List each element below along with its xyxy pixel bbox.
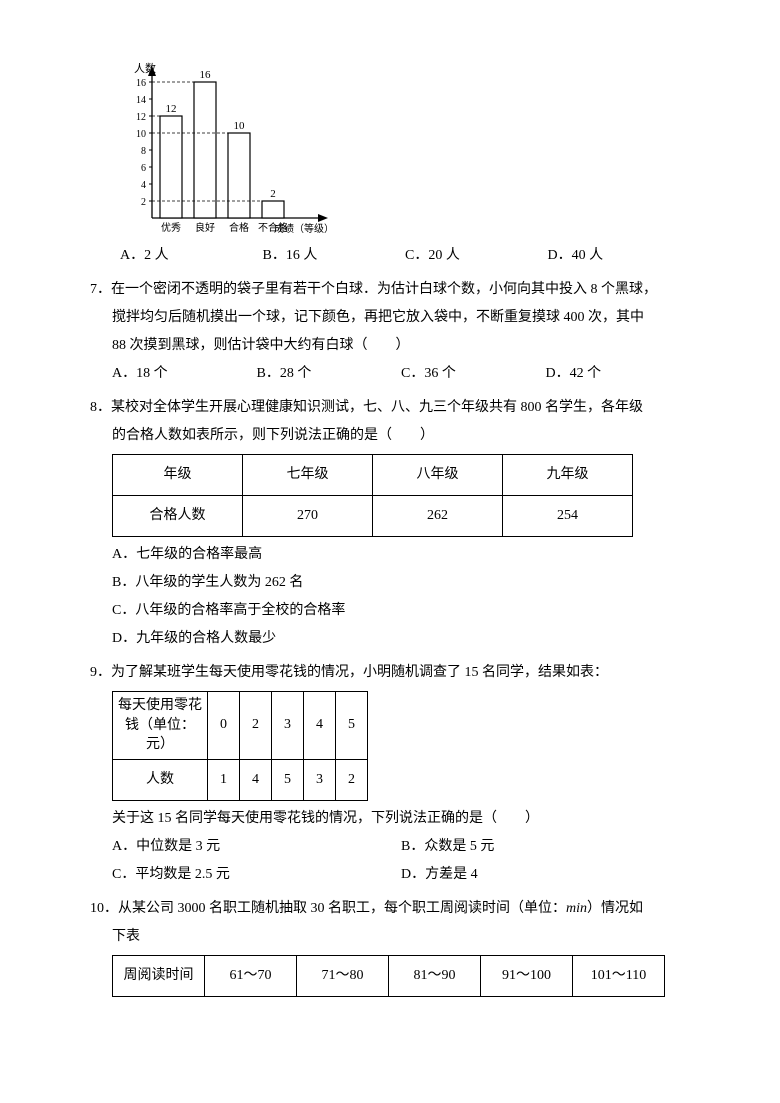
- q9-r2c2: 4: [240, 759, 272, 800]
- q9-opt-a: A．中位数是 3 元: [112, 833, 401, 861]
- q9-r1c0: 每天使用零花钱（单位：元）: [113, 692, 208, 760]
- q8-th-3: 九年级: [503, 455, 633, 496]
- q8-opt-a: A．七年级的合格率最高: [112, 541, 690, 569]
- q10-table: 周阅读时间 61～70 71～80 81～90 91～100 101～110: [112, 955, 665, 997]
- svg-text:2: 2: [141, 197, 146, 208]
- q9-row2: C．平均数是 2.5 元 D．方差是 4: [112, 861, 690, 889]
- q9-r1c2: 2: [240, 692, 272, 760]
- q7-opt-d: D．42 个: [546, 360, 691, 388]
- q10: 10．从某公司 3000 名职工随机抽取 30 名职工，每个职工周阅读时间（单位…: [90, 895, 690, 997]
- q9-r1c4: 4: [304, 692, 336, 760]
- svg-text:16: 16: [200, 69, 212, 81]
- q10-th-5: 101～110: [573, 955, 665, 996]
- q7-opt-b: B．28 个: [257, 360, 402, 388]
- q6-opt-c: C．20 人: [405, 242, 548, 270]
- svg-text:10: 10: [234, 120, 246, 132]
- q10-th-3: 81～90: [389, 955, 481, 996]
- q9-line2: 关于这 15 名同学每天使用零花钱的情况，下列说法正确的是（ ）: [112, 805, 690, 833]
- q8: 8．某校对全体学生开展心理健康知识测试，七、八、九三个年级共有 800 名学生，…: [90, 394, 690, 653]
- q6-opt-d: D．40 人: [548, 242, 691, 270]
- svg-text:2: 2: [270, 188, 276, 200]
- q6-opt-a: A．2 人: [120, 242, 263, 270]
- q10-th-2: 71～80: [297, 955, 389, 996]
- q7: 7．在一个密闭不透明的袋子里有若干个白球．为估计白球个数，小何向其中投入 8 个…: [90, 276, 690, 388]
- q9-r2c0: 人数: [113, 759, 208, 800]
- q9-r2c4: 3: [304, 759, 336, 800]
- svg-text:10: 10: [136, 129, 146, 140]
- q9-r2c1: 1: [208, 759, 240, 800]
- q7-choices: A．18 个 B．28 个 C．36 个 D．42 个: [112, 360, 690, 388]
- svg-text:12: 12: [136, 112, 146, 123]
- q8-th-0: 年级: [113, 455, 243, 496]
- q10-line1: 10．从某公司 3000 名职工随机抽取 30 名职工，每个职工周阅读时间（单位…: [112, 895, 690, 923]
- q8-td-0: 合格人数: [113, 496, 243, 537]
- svg-text:12: 12: [166, 103, 177, 115]
- q8-line1: 8．某校对全体学生开展心理健康知识测试，七、八、九三个年级共有 800 名学生，…: [112, 394, 690, 422]
- q8-th-1: 七年级: [243, 455, 373, 496]
- bar-chart-svg: 人数成绩（等级）2468101214161216102优秀良好合格不合格: [120, 60, 350, 235]
- svg-text:4: 4: [141, 180, 146, 191]
- q10-l1-post: ）情况如: [587, 901, 643, 916]
- q9-r1c3: 3: [272, 692, 304, 760]
- q9: 9．为了解某班学生每天使用零花钱的情况，小明随机调查了 15 名同学，结果如表：…: [90, 659, 690, 889]
- q8-th-2: 八年级: [373, 455, 503, 496]
- q9-line1: 9．为了解某班学生每天使用零花钱的情况，小明随机调查了 15 名同学，结果如表：: [112, 659, 690, 687]
- q10-th-1: 61～70: [205, 955, 297, 996]
- q10-line2: 下表: [112, 923, 690, 951]
- q6-bar-chart: 人数成绩（等级）2468101214161216102优秀良好合格不合格: [120, 60, 690, 246]
- q9-r1c1: 0: [208, 692, 240, 760]
- q6-choices: A．2 人 B．16 人 C．20 人 D．40 人: [120, 242, 690, 270]
- q9-r1c5: 5: [336, 692, 368, 760]
- q8-options: A．七年级的合格率最高 B．八年级的学生人数为 262 名 C．八年级的合格率高…: [90, 541, 690, 653]
- q7-line1: 7．在一个密闭不透明的袋子里有若干个白球．为估计白球个数，小何向其中投入 8 个…: [112, 276, 690, 304]
- q9-r2c5: 2: [336, 759, 368, 800]
- q8-line2: 的合格人数如表所示，则下列说法正确的是（ ）: [112, 422, 690, 450]
- q10-l1-pre: 10．从某公司 3000 名职工随机抽取 30 名职工，每个职工周阅读时间（单位…: [90, 901, 566, 916]
- svg-text:优秀: 优秀: [161, 221, 181, 234]
- svg-text:16: 16: [136, 78, 146, 89]
- q9-r2c3: 5: [272, 759, 304, 800]
- q10-th-4: 91～100: [481, 955, 573, 996]
- q9-row1: A．中位数是 3 元 B．众数是 5 元: [112, 833, 690, 861]
- q8-table: 年级 七年级 八年级 九年级 合格人数 270 262 254: [112, 454, 633, 537]
- svg-text:6: 6: [141, 163, 146, 174]
- svg-text:不合格: 不合格: [258, 221, 288, 234]
- q8-opt-b: B．八年级的学生人数为 262 名: [112, 569, 690, 597]
- svg-text:良好: 良好: [195, 221, 215, 234]
- q10-th-0: 周阅读时间: [113, 955, 205, 996]
- q7-line3: 88 次摸到黑球，则估计袋中大约有白球（ ）: [112, 332, 690, 360]
- q8-opt-d: D．九年级的合格人数最少: [112, 625, 690, 653]
- q6-opt-b: B．16 人: [263, 242, 406, 270]
- svg-text:8: 8: [141, 146, 146, 157]
- svg-text:合格: 合格: [229, 221, 249, 234]
- q9-opt-d: D．方差是 4: [401, 861, 690, 889]
- q9-opt-b: B．众数是 5 元: [401, 833, 690, 861]
- q8-opt-c: C．八年级的合格率高于全校的合格率: [112, 597, 690, 625]
- q8-td-3: 254: [503, 496, 633, 537]
- q10-l1-it: min: [566, 901, 587, 916]
- q9-opt-c: C．平均数是 2.5 元: [112, 861, 401, 889]
- svg-text:14: 14: [136, 95, 146, 106]
- q9-table: 每天使用零花钱（单位：元） 0 2 3 4 5 人数 1 4 5 3 2: [112, 691, 368, 801]
- q7-line2: 搅拌均匀后随机摸出一个球，记下颜色，再把它放入袋中，不断重复摸球 400 次，其…: [112, 304, 690, 332]
- svg-text:人数: 人数: [134, 62, 156, 75]
- q8-td-1: 270: [243, 496, 373, 537]
- q7-opt-a: A．18 个: [112, 360, 257, 388]
- q8-td-2: 262: [373, 496, 503, 537]
- exam-page: 人数成绩（等级）2468101214161216102优秀良好合格不合格 A．2…: [0, 0, 780, 1037]
- q7-opt-c: C．36 个: [401, 360, 546, 388]
